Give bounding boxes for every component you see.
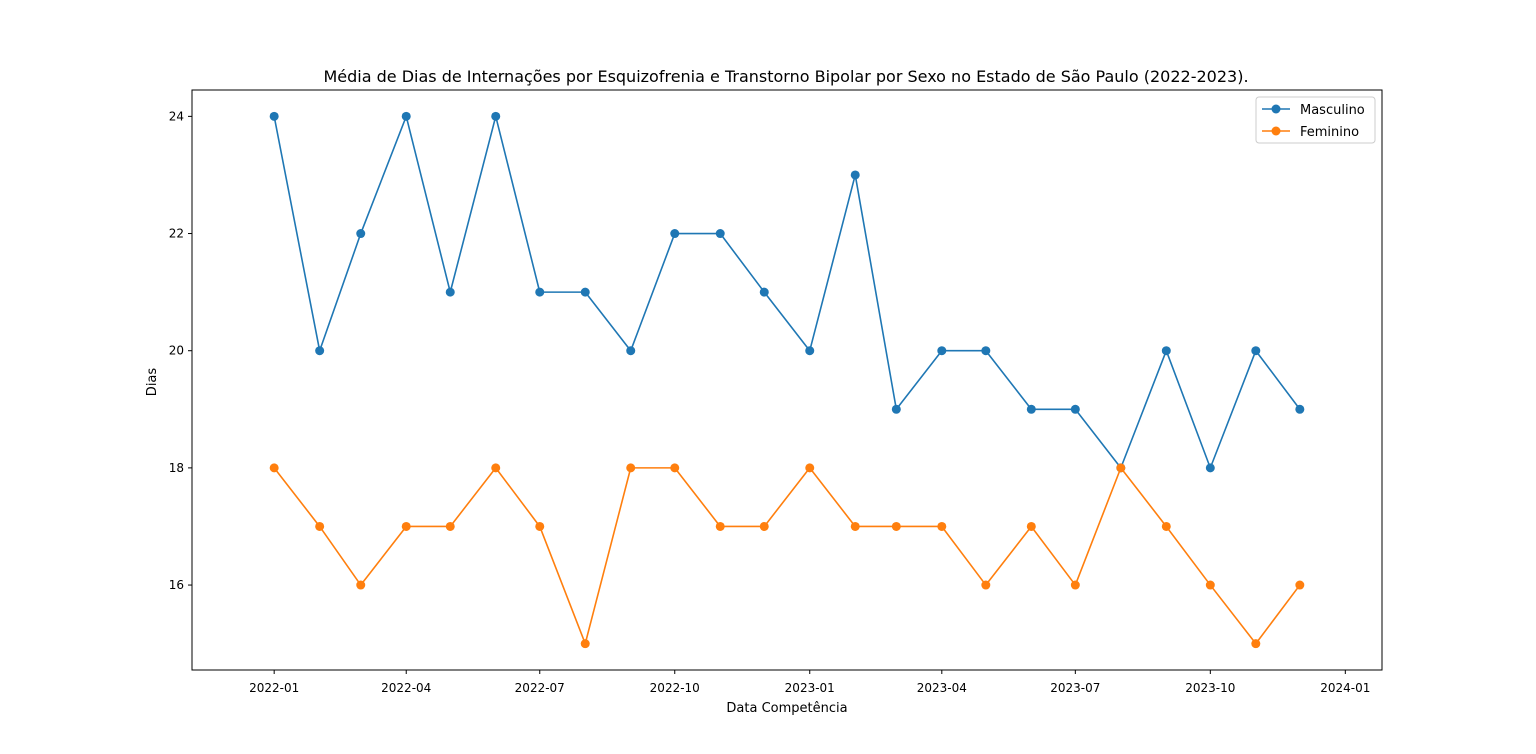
data-point-feminino [715,521,725,531]
data-point-feminino [850,521,860,531]
series-feminino [269,463,1305,649]
y-tick-label: 24 [169,109,184,123]
legend-marker-masculino [1271,104,1281,114]
legend-marker-feminino [1271,126,1281,136]
data-point-feminino [805,463,815,473]
series-line-feminino [273,467,1301,645]
data-point-masculino [445,287,455,297]
data-point-masculino [356,229,366,239]
data-point-masculino [1251,346,1261,356]
x-tick-label: 2022-10 [650,681,700,695]
x-tick-label: 2023-04 [917,681,967,695]
data-point-feminino [1116,463,1126,473]
data-point-masculino [535,287,545,297]
data-point-feminino [1161,521,1171,531]
y-tick-label: 22 [169,227,184,241]
data-point-feminino [445,521,455,531]
data-point-feminino [1026,521,1036,531]
data-point-feminino [535,521,545,531]
data-point-masculino [1026,404,1036,414]
x-tick-label: 2022-04 [381,681,431,695]
data-point-masculino [759,287,769,297]
y-axis-label: Dias [145,368,160,397]
data-point-masculino [715,229,725,239]
y-tick-label: 16 [169,578,184,592]
chart-title: Média de Dias de Internações por Esquizo… [323,67,1248,86]
data-point-masculino [1070,404,1080,414]
legend-item-masculino: Masculino [1262,103,1365,118]
data-point-feminino [491,463,501,473]
data-point-masculino [981,346,991,356]
data-point-masculino [805,346,815,356]
x-axis-ticks: 2022-01 2022-04 2022-07 2022-10 2023-01 2023-… [249,670,1370,695]
x-tick-label: 2023-01 [785,681,835,695]
data-point-feminino [356,580,366,590]
data-point-masculino [269,111,279,121]
x-tick-label: 2023-07 [1050,681,1100,695]
x-tick-label: 2022-07 [515,681,565,695]
legend-item-feminino: Feminino [1262,125,1359,140]
series-line-masculino [273,115,1301,469]
data-point-masculino [491,111,501,121]
data-point-masculino [401,111,411,121]
data-point-feminino [1070,580,1080,590]
data-point-feminino [981,580,991,590]
data-point-masculino [315,346,325,356]
data-point-feminino [670,463,680,473]
x-tick-label: 2022-01 [249,681,299,695]
data-point-masculino [937,346,947,356]
data-point-feminino [315,521,325,531]
data-point-feminino [269,463,279,473]
data-point-feminino [759,521,769,531]
data-point-feminino [626,463,636,473]
data-point-masculino [891,404,901,414]
plot-area: 2022-01 2022-04 2022-07 2022-10 2023-01 2023-… [169,89,1383,695]
data-point-feminino [891,521,901,531]
legend-label-feminino: Feminino [1300,125,1359,140]
legend: Masculino Feminino [1255,96,1376,144]
y-tick-label: 18 [169,461,184,475]
y-axis-ticks: 16 18 20 22 24 [169,109,192,592]
data-point-feminino [1295,580,1305,590]
data-point-feminino [1251,639,1261,649]
data-point-masculino [1161,346,1171,356]
data-point-feminino [1205,580,1215,590]
x-tick-label: 2024-01 [1320,681,1370,695]
data-point-masculino [850,170,860,180]
data-point-feminino [580,639,590,649]
x-tick-label: 2023-10 [1185,681,1235,695]
data-point-masculino [1205,463,1215,473]
data-point-feminino [937,521,947,531]
series-masculino [269,111,1305,473]
data-point-feminino [401,521,411,531]
legend-label-masculino: Masculino [1300,103,1365,118]
series-layer [269,111,1305,649]
data-point-masculino [626,346,636,356]
data-point-masculino [580,287,590,297]
axes-frame [191,89,1383,671]
data-point-masculino [1295,404,1305,414]
x-axis-label: Data Competência [726,701,847,716]
data-point-masculino [670,229,680,239]
y-tick-label: 20 [169,344,184,358]
